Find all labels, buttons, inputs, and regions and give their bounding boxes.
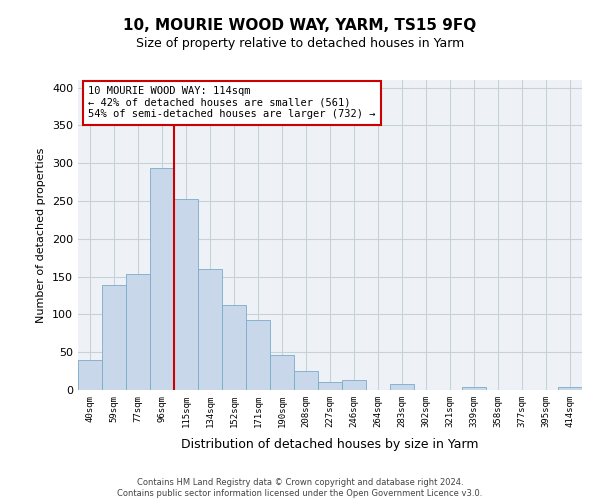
Bar [318,382,342,390]
Bar [342,380,366,390]
Bar [294,371,318,390]
Bar [198,269,222,390]
Bar [558,387,582,390]
Bar [78,360,102,390]
Bar [270,355,294,390]
X-axis label: Distribution of detached houses by size in Yarm: Distribution of detached houses by size … [181,438,479,451]
Bar [174,200,198,390]
Bar [126,274,150,390]
Bar [462,387,486,390]
Text: 10 MOURIE WOOD WAY: 114sqm
← 42% of detached houses are smaller (561)
54% of sem: 10 MOURIE WOOD WAY: 114sqm ← 42% of deta… [88,86,376,120]
Bar [102,285,126,390]
Bar [246,320,270,390]
Bar [222,304,246,390]
Y-axis label: Number of detached properties: Number of detached properties [37,148,46,322]
Text: Size of property relative to detached houses in Yarm: Size of property relative to detached ho… [136,38,464,51]
Bar [390,384,414,390]
Text: Contains HM Land Registry data © Crown copyright and database right 2024.
Contai: Contains HM Land Registry data © Crown c… [118,478,482,498]
Bar [150,168,174,390]
Text: 10, MOURIE WOOD WAY, YARM, TS15 9FQ: 10, MOURIE WOOD WAY, YARM, TS15 9FQ [124,18,476,32]
